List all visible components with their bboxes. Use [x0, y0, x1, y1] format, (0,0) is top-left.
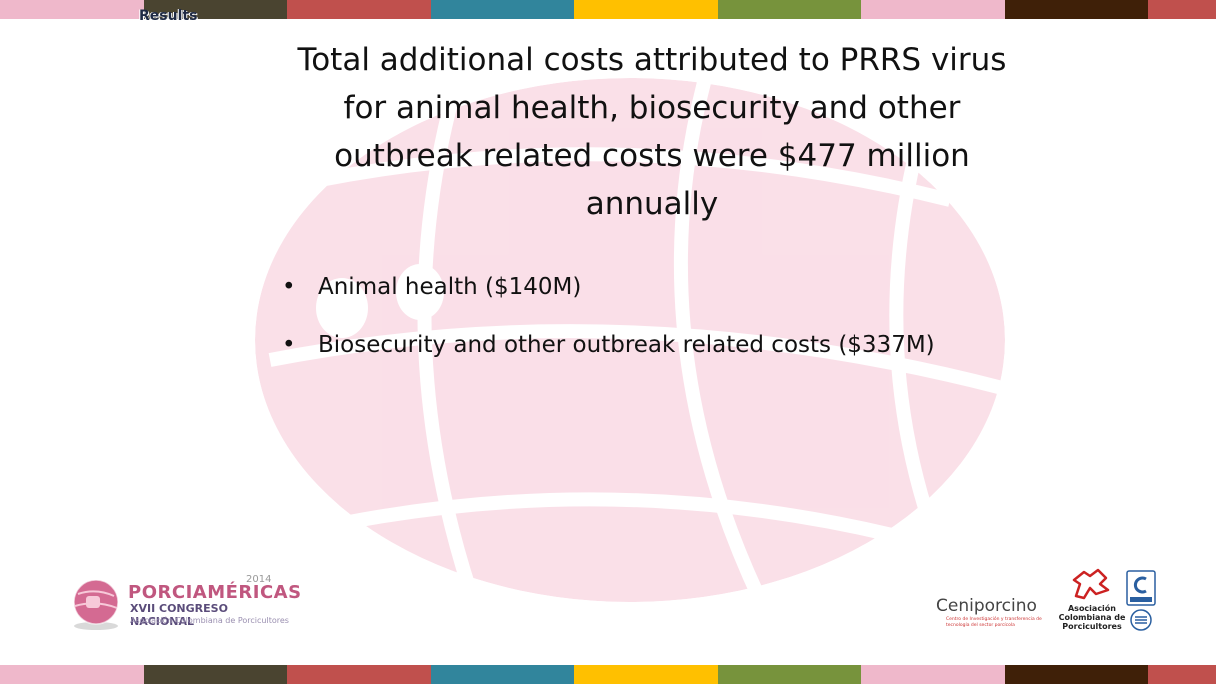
bullet-text: Animal health ($140M) — [318, 274, 582, 300]
stripe-9 — [1148, 0, 1216, 19]
stripe-6 — [718, 0, 861, 19]
stripe-3 — [287, 0, 431, 19]
globe-watermark-icon — [255, 78, 1005, 602]
certification-badge-icon — [1126, 570, 1156, 631]
porciamericas-logo: 2014 PORCIAMÉRICAS XVII CONGRESO NACIONA… — [66, 574, 301, 632]
bullet-icon: • — [282, 332, 296, 358]
logo-name: PORCIAMÉRICAS — [128, 582, 302, 603]
stripe-1 — [0, 665, 144, 684]
logo-association: Asociación Colombiana de Porcicultores — [130, 616, 289, 625]
bullet-icon: • — [282, 274, 296, 300]
ceniporcino-logo: Ceniporcino Centro de Investigación y tr… — [934, 596, 1050, 636]
stripe-3 — [287, 665, 431, 684]
logo-year: 2014 — [246, 574, 272, 585]
stripe-5 — [574, 665, 718, 684]
stripe-4 — [431, 0, 574, 19]
bullet-item: • Animal health ($140M) — [280, 272, 935, 302]
stripe-9 — [1148, 665, 1216, 684]
stripe-2 — [144, 665, 287, 684]
ceniporcino-name: Ceniporcino — [936, 596, 1037, 616]
ceniporcino-subtitle: Centro de Investigación y transferencia … — [946, 617, 1042, 628]
stripe-7 — [861, 665, 1005, 684]
bottom-color-bar — [0, 665, 1216, 684]
bullet-text: Biosecurity and other outbreak related c… — [318, 332, 935, 358]
bullet-item: • Biosecurity and other outbreak related… — [280, 330, 935, 360]
stripe-7 — [861, 0, 1005, 19]
pig-globe-icon — [73, 579, 119, 630]
top-color-bar — [0, 0, 1216, 19]
logo-congress: XVII CONGRESO NACIONAL — [130, 602, 228, 628]
bullet-list: • Animal health ($140M) • Biosecurity an… — [280, 272, 935, 388]
stripe-5 — [574, 0, 718, 19]
stripe-8 — [1005, 0, 1148, 19]
acp-name: Asociación Colombiana de Porcicultores — [1058, 604, 1126, 631]
stripe-8 — [1005, 665, 1148, 684]
slide-title: Total additional costs attributed to PRR… — [297, 42, 1007, 222]
stripe-1 — [0, 0, 144, 19]
stripe-2 — [144, 0, 287, 19]
map-symbol-icon — [1072, 568, 1110, 600]
section-label: Results — [139, 8, 198, 24]
stripe-4 — [431, 665, 574, 684]
stripe-6 — [718, 665, 861, 684]
acp-logo: Asociación Colombiana de Porcicultores — [1054, 566, 1130, 632]
